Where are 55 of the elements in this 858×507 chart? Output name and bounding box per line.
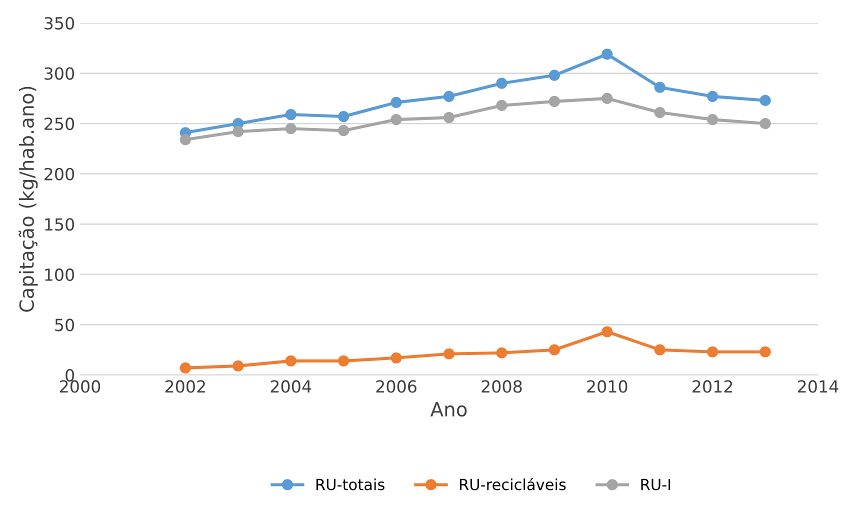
point [443, 348, 455, 360]
y-tick-label: 100 [45, 268, 74, 281]
x-axis-title: Ano [430, 402, 467, 417]
x-tick-label: 2000 [60, 380, 100, 393]
legend-label: RU-totais [316, 478, 384, 490]
y-tick-label: 250 [44, 118, 74, 130]
point [496, 100, 508, 112]
x-tick-label: 2014 [798, 380, 838, 393]
point [602, 48, 613, 60]
legend-label: RU-I [641, 478, 670, 490]
point [232, 360, 244, 372]
point [390, 114, 402, 126]
legend-label: RU-recicláveis [460, 478, 566, 490]
x-tick-label: 2010 [587, 380, 628, 393]
point [285, 108, 296, 120]
point [602, 92, 613, 104]
point [496, 347, 508, 358]
x-tick-label: 2008 [482, 380, 522, 393]
point [654, 106, 666, 118]
x-tick-label: 2006 [376, 380, 416, 393]
point [496, 78, 508, 89]
point [338, 125, 350, 136]
point [338, 110, 350, 122]
point [443, 90, 455, 102]
point [180, 362, 191, 374]
point [285, 123, 296, 134]
point [285, 355, 296, 366]
point [760, 346, 771, 358]
point [707, 114, 718, 126]
y-tick-label: 300 [44, 67, 74, 80]
x-tick-label: 2012 [692, 380, 732, 393]
point [390, 96, 402, 108]
y-tick-label: 200 [44, 168, 74, 180]
point [338, 355, 350, 366]
point [654, 82, 666, 93]
point [654, 344, 666, 356]
point [760, 94, 771, 106]
point [443, 112, 455, 124]
point [548, 70, 560, 81]
y-tick-label: 150 [45, 218, 74, 231]
point [548, 344, 560, 356]
point [390, 352, 402, 364]
point [602, 326, 613, 338]
y-axis-title: Capitação (kg/hab.ano) [18, 86, 38, 312]
point [548, 96, 560, 107]
point [232, 126, 244, 138]
x-tick-label: 2004 [270, 380, 312, 393]
point [760, 118, 771, 130]
x-tick-label: 2002 [165, 380, 205, 393]
y-tick-label: 0 [66, 368, 74, 382]
point [707, 90, 718, 102]
y-tick-label: 350 [44, 16, 74, 30]
point [180, 134, 191, 146]
point [707, 346, 718, 358]
y-tick-label: 50 [55, 318, 74, 332]
